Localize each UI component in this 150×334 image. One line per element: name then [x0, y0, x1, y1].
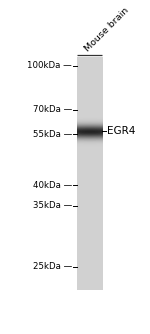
Text: 35kDa —: 35kDa —: [33, 201, 72, 210]
Text: 55kDa —: 55kDa —: [33, 130, 72, 139]
Text: 70kDa —: 70kDa —: [33, 105, 72, 114]
Text: Mouse brain: Mouse brain: [83, 6, 131, 53]
Text: EGR4: EGR4: [107, 126, 135, 136]
Text: 25kDa —: 25kDa —: [33, 263, 72, 272]
Text: 40kDa —: 40kDa —: [33, 181, 72, 190]
Text: 100kDa —: 100kDa —: [27, 61, 72, 70]
